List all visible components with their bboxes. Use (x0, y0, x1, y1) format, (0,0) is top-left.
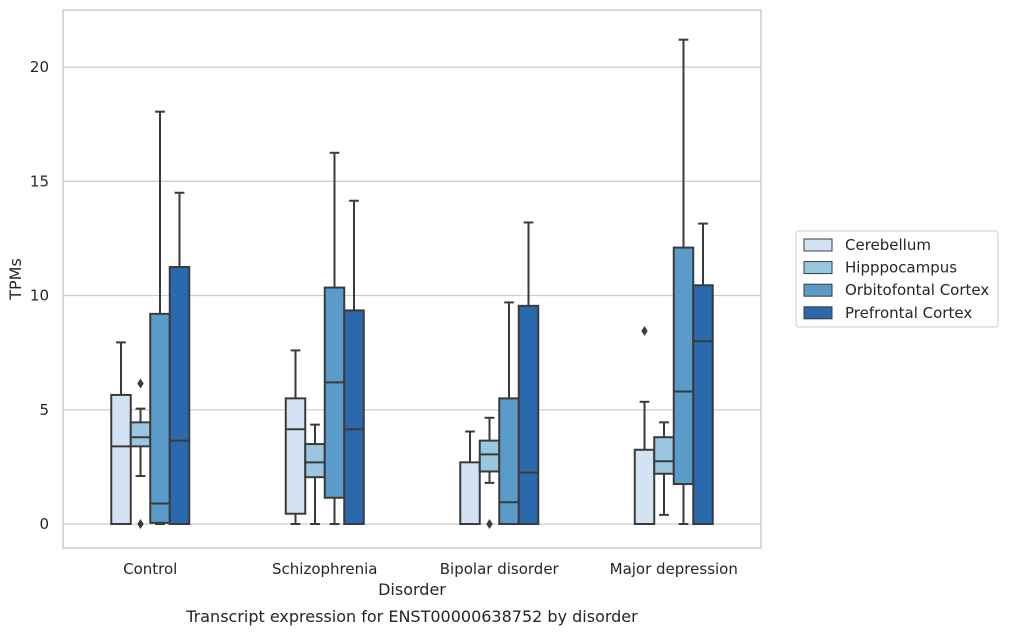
outlier-point (486, 519, 493, 530)
box (110, 393, 132, 526)
box (517, 304, 540, 526)
legend-swatch (803, 261, 833, 275)
box (633, 448, 656, 526)
y-tick-label: 20 (30, 58, 49, 76)
box-group (110, 341, 132, 526)
legend-label: Cerebellum (845, 236, 931, 254)
legend-label: Orbitofontal Cortex (845, 281, 989, 299)
box-group (672, 38, 695, 526)
box (284, 397, 307, 515)
legend-label: Prefrontal Cortex (845, 304, 972, 322)
box-group (653, 421, 675, 516)
outlier-point (641, 325, 648, 336)
box-group (498, 301, 520, 526)
y-axis-title: TPMs (6, 258, 25, 301)
box (129, 421, 152, 448)
x-tick-label: Schizophrenia (272, 560, 377, 578)
box (323, 286, 346, 499)
box (692, 284, 714, 526)
box-group (129, 378, 152, 530)
box-group (343, 199, 365, 526)
box (653, 436, 675, 475)
box (498, 397, 520, 526)
y-tick-label: 5 (39, 401, 49, 419)
box-group (323, 151, 346, 526)
x-tick-label: Major depression (610, 560, 738, 578)
box-group (284, 349, 307, 526)
legend-label: Hipppocampus (845, 259, 957, 277)
y-tick-label: 0 (39, 515, 49, 533)
legend-swatch (803, 306, 833, 320)
box-group (304, 423, 326, 526)
box-group (633, 325, 656, 526)
box (168, 266, 191, 526)
box (304, 443, 326, 479)
box-group (459, 430, 481, 526)
y-tick-label: 10 (30, 287, 49, 305)
box-group (692, 222, 714, 526)
box-group (168, 191, 191, 526)
box (672, 246, 695, 486)
outlier-point (137, 519, 144, 530)
chart-caption: Transcript expression for ENST0000063875… (185, 607, 638, 626)
x-tick-labels: Control Schizophrenia Bipolar disorder Majo… (123, 560, 738, 578)
x-tick-label: Bipolar disorder (440, 560, 560, 578)
box-group (149, 110, 171, 526)
box-group (478, 416, 501, 530)
x-axis-title: Disorder (378, 580, 446, 599)
y-tick-labels: 0 5 10 15 20 (30, 58, 49, 533)
y-tick-label: 15 (30, 172, 49, 190)
box-series (110, 38, 714, 530)
outlier-point (137, 378, 144, 389)
box-group (517, 221, 540, 526)
box (478, 439, 501, 473)
legend-swatch (803, 238, 833, 252)
legend: Cerebellum Hipppocampus Orbitofontal Corte… (795, 230, 999, 328)
box (459, 461, 481, 526)
box (149, 312, 171, 524)
legend-frame (795, 230, 999, 328)
box (343, 309, 365, 526)
legend-swatch (803, 283, 833, 297)
plot-area-frame (62, 9, 762, 549)
x-tick-label: Control (123, 560, 177, 578)
